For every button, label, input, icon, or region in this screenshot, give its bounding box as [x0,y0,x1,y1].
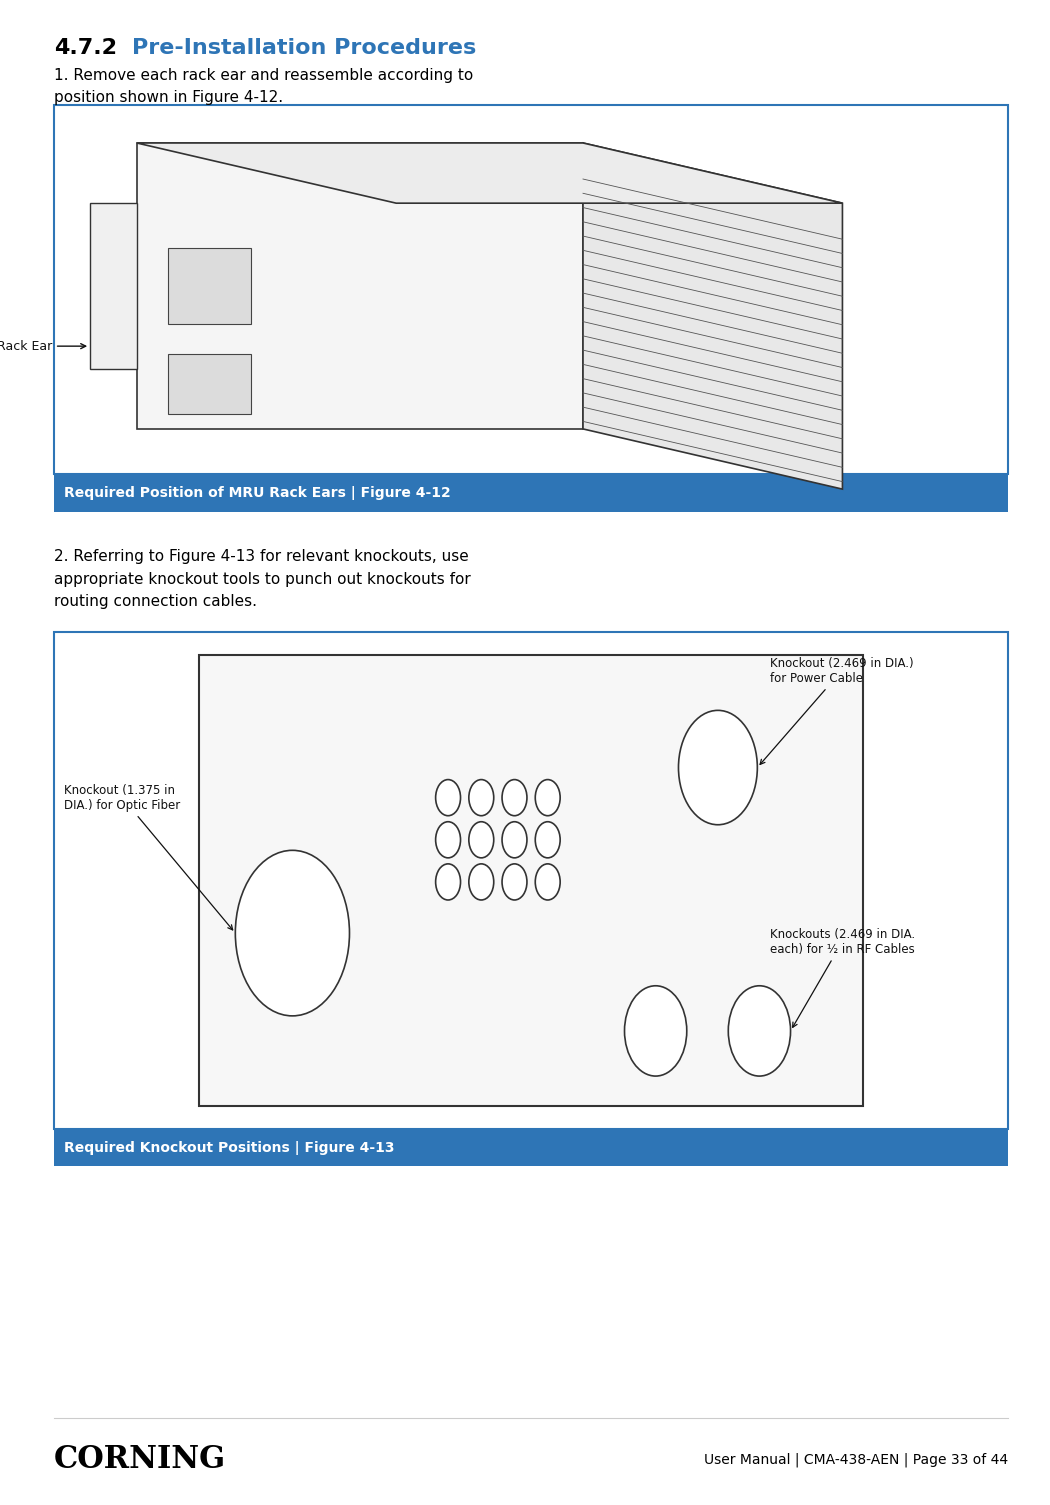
FancyBboxPatch shape [90,203,136,369]
Text: 2. Referring to Figure 4-13 for relevant knockouts, use
appropriate knockout too: 2. Referring to Figure 4-13 for relevant… [54,549,470,608]
Circle shape [502,864,527,900]
Circle shape [502,780,527,816]
FancyBboxPatch shape [200,655,863,1106]
Text: Pre-Installation Procedures: Pre-Installation Procedures [131,38,476,57]
Circle shape [469,822,494,858]
Text: 4.7.2: 4.7.2 [54,38,117,57]
Text: Knockout (2.469 in DIA.)
for Power Cable: Knockout (2.469 in DIA.) for Power Cable [760,656,914,765]
Circle shape [536,864,560,900]
FancyBboxPatch shape [168,354,251,414]
Text: Knockouts (2.469 in DIA.
each) for ½ in RF Cables: Knockouts (2.469 in DIA. each) for ½ in … [770,927,915,1028]
Circle shape [436,822,461,858]
FancyBboxPatch shape [54,474,1008,512]
Circle shape [235,850,350,1016]
Text: 1. Remove each rack ear and reassemble according to
position shown in Figure 4-1: 1. Remove each rack ear and reassemble a… [54,68,473,105]
Circle shape [436,864,461,900]
Polygon shape [136,143,842,203]
Text: CORNING: CORNING [54,1445,226,1475]
Text: Required Knockout Positions | Figure 4-13: Required Knockout Positions | Figure 4-1… [64,1141,395,1154]
Circle shape [729,986,791,1076]
Text: Rack Ear: Rack Ear [0,340,86,352]
Circle shape [678,710,757,825]
Circle shape [502,822,527,858]
Circle shape [469,864,494,900]
Text: User Manual | CMA-438-AEN | Page 33 of 44: User Manual | CMA-438-AEN | Page 33 of 4… [705,1452,1008,1467]
FancyBboxPatch shape [54,105,1008,474]
FancyBboxPatch shape [54,1129,1008,1166]
Polygon shape [136,143,583,429]
Text: Knockout (1.375 in
DIA.) for Optic Fiber: Knockout (1.375 in DIA.) for Optic Fiber [64,784,233,930]
FancyBboxPatch shape [54,632,1008,1129]
Polygon shape [583,143,842,489]
Circle shape [469,780,494,816]
FancyBboxPatch shape [168,248,251,324]
Circle shape [625,986,687,1076]
Text: Required Position of MRU Rack Ears | Figure 4-12: Required Position of MRU Rack Ears | Fig… [64,486,450,500]
Circle shape [536,822,560,858]
Circle shape [436,780,461,816]
Circle shape [536,780,560,816]
